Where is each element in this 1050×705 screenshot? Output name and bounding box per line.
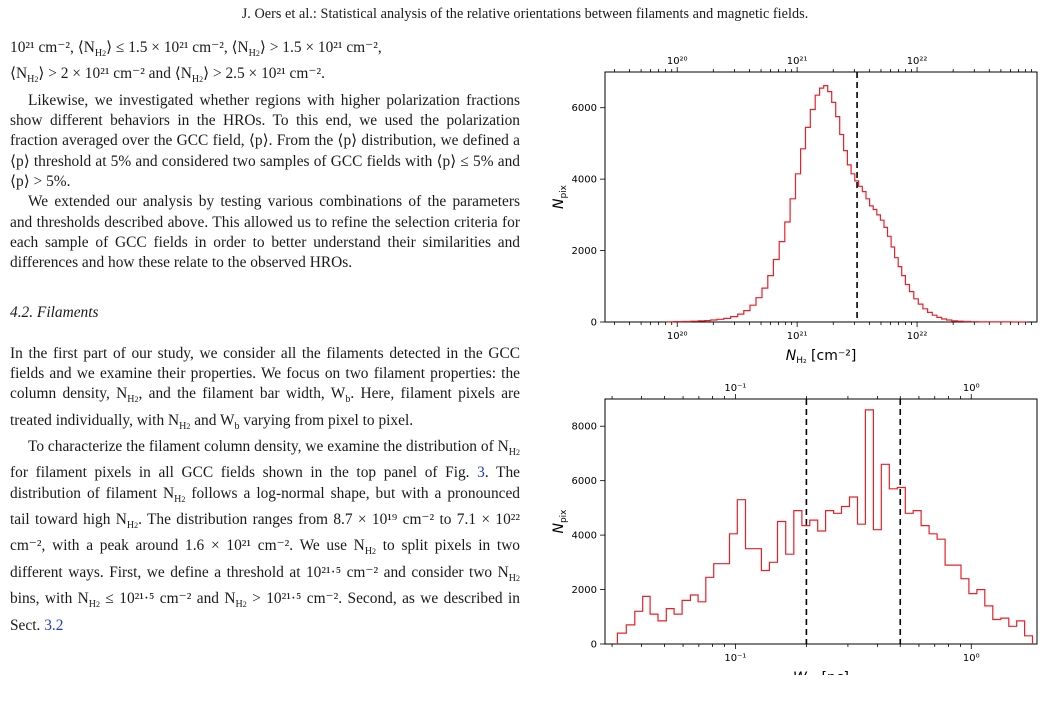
top-tick-label: 10²⁰ [667, 56, 688, 67]
top-tick-label: 10²² [907, 56, 928, 67]
y-axis-label: Npix [551, 509, 569, 534]
y-tick-label: 6000 [572, 103, 597, 114]
section-heading: 4.2. Filaments [10, 304, 99, 322]
paragraph-filaments: In the first part of our study, we consi… [10, 344, 521, 432]
top-tick-label: 10⁰ [963, 383, 980, 394]
x-axis-label: Wb* [pc] [793, 670, 849, 675]
plot-frame [604, 71, 1038, 323]
paragraph-combinations: We extended our analysis by testing vari… [10, 193, 520, 272]
y-tick-label: 6000 [572, 476, 597, 487]
figure-3: 10²⁰ 10²¹ 10²² 10²⁰ 10²¹ 10²² 0 2000 4000 6000 NH₂… [540, 50, 1050, 705]
y-tick-label: 0 [591, 640, 597, 651]
x-tick-label: 10⁰ [963, 653, 980, 664]
histogram-bar-width: 10⁻¹ 10⁰ 10⁻¹ 10⁰ 0 2000 4000 6000 8000 Wb* [pc] N… [551, 383, 1038, 675]
histogram-series [665, 85, 1028, 323]
y-tick-label: 4000 [572, 531, 597, 542]
x-axis-label: NH₂ [cm⁻²] [786, 348, 857, 366]
histogram-series [616, 409, 1034, 644]
x-tick-label: 10²¹ [787, 331, 808, 342]
text-column: 10²¹ cm⁻², ⟨NH2⟩ ≤ 1.5 × 10²¹ cm⁻², ⟨NH2… [10, 38, 520, 636]
y-tick-label: 2000 [572, 585, 597, 596]
paragraph-column-density: To characterize the filament column dens… [10, 438, 521, 634]
top-tick-label: 10⁻¹ [724, 383, 746, 394]
paragraph-thresholds: 10²¹ cm⁻², ⟨NH2⟩ ≤ 1.5 × 10²¹ cm⁻², ⟨NH2… [10, 39, 382, 86]
x-tick-label: 10⁻¹ [724, 653, 746, 664]
top-tick-label: 10²¹ [787, 56, 808, 67]
x-tick-label: 10²⁰ [667, 331, 688, 342]
y-axis-label: Npix [551, 184, 569, 209]
histogram-column-density: 10²⁰ 10²¹ 10²² 10²⁰ 10²¹ 10²² 0 2000 4000 6000 NH₂… [551, 56, 1038, 366]
section-reference-link[interactable]: 3.2 [44, 616, 64, 634]
running-header: J. Oers et al.: Statistical analysis of … [241, 6, 809, 22]
x-tick-label: 10²² [907, 331, 928, 342]
figure-reference-link[interactable]: 3 [477, 464, 485, 482]
y-tick-label: 4000 [572, 175, 597, 186]
y-tick-label: 2000 [572, 246, 597, 257]
paragraph-polarization: Likewise, we investigated whether region… [10, 91, 520, 190]
y-tick-label: 8000 [572, 422, 597, 433]
y-tick-label: 0 [591, 318, 597, 329]
plot-frame [604, 398, 1038, 645]
